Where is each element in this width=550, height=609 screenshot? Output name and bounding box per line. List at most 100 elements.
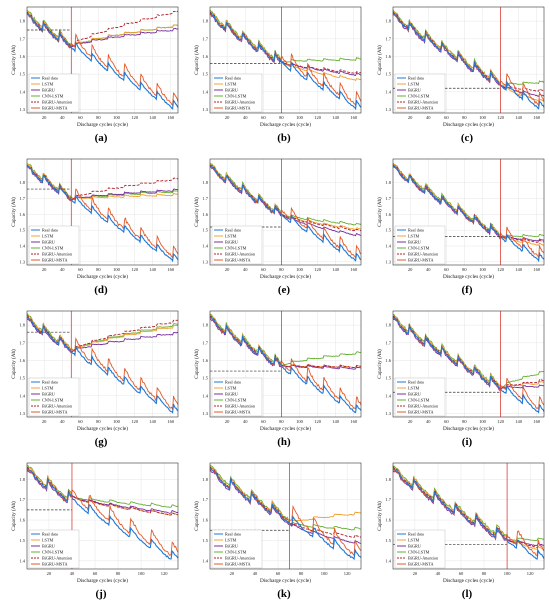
series-line-cnn-lstm bbox=[392, 313, 545, 389]
legend-label: BiGRU-Attention bbox=[225, 252, 256, 257]
y-tick-label: 1.7 bbox=[202, 497, 208, 502]
legend-box bbox=[211, 225, 263, 265]
x-tick-label: 100 bbox=[296, 115, 304, 120]
x-tick-label: 100 bbox=[296, 419, 304, 424]
plot-frame bbox=[209, 158, 362, 266]
chart-panel: 20 40 60 80 100 120 140 160 1.3 1.4 1.5 1.6 1.7 1.8 Di… bbox=[193, 6, 362, 128]
series-line-bigru-attention bbox=[209, 164, 362, 232]
series-line-bigru bbox=[26, 469, 178, 514]
x-tick-label: 120 bbox=[161, 571, 169, 576]
legend-label: CNN-LSTM bbox=[225, 246, 247, 251]
y-tick-label: 1.5 bbox=[202, 228, 208, 233]
y-axis-label: Capacity (Ah) bbox=[376, 197, 383, 227]
legend-box bbox=[394, 73, 446, 113]
y-tick-label: 1.4 bbox=[19, 558, 25, 563]
x-tick-label: 60 bbox=[444, 267, 449, 272]
legend-label: Real data bbox=[408, 76, 424, 81]
legend-label: BiGRU-MSTA bbox=[408, 562, 434, 567]
legend-label: BiGRU-Attention bbox=[408, 100, 439, 105]
legend-label: Real data bbox=[408, 228, 424, 233]
y-tick-label: 1.6 bbox=[19, 212, 25, 217]
x-tick-label: 40 bbox=[426, 419, 431, 424]
legend-label: LSTM bbox=[408, 538, 419, 543]
legend-label: BiGRU bbox=[42, 88, 55, 93]
series-line-real-data bbox=[209, 12, 362, 111]
x-tick-label: 60 bbox=[261, 267, 266, 272]
series-line-real-data bbox=[209, 164, 362, 262]
legend-label: LSTM bbox=[42, 538, 53, 543]
series-line-lstm bbox=[209, 465, 362, 525]
series-line-cnn-lstm bbox=[209, 9, 362, 63]
legend-label: LSTM bbox=[42, 82, 53, 87]
x-tick-label: 120 bbox=[314, 267, 322, 272]
y-axis-label: Capacity (Ah) bbox=[376, 45, 383, 75]
x-tick-label: 160 bbox=[533, 267, 541, 272]
y-axis-label: Capacity (Ah) bbox=[376, 501, 383, 531]
series-line-bigru-attention bbox=[26, 10, 179, 48]
series-line-lstm bbox=[26, 466, 179, 516]
x-tick-label: 100 bbox=[113, 419, 121, 424]
series-line-lstm bbox=[392, 10, 545, 102]
series-line-real-data bbox=[26, 468, 179, 560]
x-tick-label: 160 bbox=[533, 419, 541, 424]
y-axis-label: Capacity (Ah) bbox=[10, 349, 17, 379]
y-tick-label: 1.6 bbox=[202, 54, 208, 59]
x-axis-label: Discharge cycles (cycle) bbox=[443, 425, 494, 432]
y-axis-label: Capacity (Ah) bbox=[193, 197, 200, 227]
legend-label: Real data bbox=[225, 532, 241, 537]
series-line-bigru bbox=[209, 468, 362, 544]
legend-box bbox=[28, 225, 80, 265]
legend-label: BiGRU-MSTA bbox=[42, 562, 68, 567]
x-tick-label: 40 bbox=[243, 267, 248, 272]
legend-label: BiGRU bbox=[408, 240, 421, 245]
legend-label: LSTM bbox=[42, 386, 53, 391]
x-tick-label: 60 bbox=[78, 419, 83, 424]
x-axis-label: Discharge cycles (cycle) bbox=[77, 425, 128, 432]
y-tick-label: 1.8 bbox=[202, 323, 208, 328]
x-tick-label: 80 bbox=[279, 419, 284, 424]
chart-panel: 20 40 60 80 100 120 140 160 1.3 1.4 1.5 1.6 1.7 1.8 Di… bbox=[376, 6, 545, 128]
x-tick-label: 60 bbox=[459, 571, 464, 576]
x-axis-label: Discharge cycles (cycle) bbox=[260, 425, 311, 432]
legend-label: CNN-LSTM bbox=[225, 94, 247, 99]
series-line-bigru-attention bbox=[392, 315, 545, 389]
y-tick-label: 1.8 bbox=[202, 19, 208, 24]
x-tick-label: 40 bbox=[253, 571, 258, 576]
y-tick-label: 1.7 bbox=[19, 340, 25, 345]
panel-label: (d) bbox=[94, 284, 108, 296]
x-tick-label: 160 bbox=[350, 115, 358, 120]
x-axis-label: Discharge cycles (cycle) bbox=[77, 577, 128, 584]
x-tick-label: 140 bbox=[515, 419, 523, 424]
legend-label: Real data bbox=[42, 380, 58, 385]
y-tick-label: 1.7 bbox=[19, 36, 25, 41]
legend-label: Real data bbox=[42, 228, 58, 233]
legend-label: Real data bbox=[225, 380, 241, 385]
x-tick-label: 20 bbox=[225, 115, 230, 120]
series-line-bigru bbox=[209, 318, 362, 370]
legend-label: CNN-LSTM bbox=[42, 246, 64, 251]
x-tick-label: 160 bbox=[167, 267, 175, 272]
y-tick-label: 1.6 bbox=[19, 358, 25, 363]
x-tick-label: 20 bbox=[408, 115, 413, 120]
y-tick-label: 1.5 bbox=[202, 376, 208, 381]
legend-label: Real data bbox=[42, 76, 58, 81]
panel-label: (a) bbox=[94, 132, 108, 144]
series-line-real-data bbox=[26, 12, 179, 110]
y-tick-label: 1.3 bbox=[385, 107, 391, 112]
x-tick-label: 60 bbox=[261, 115, 266, 120]
y-tick-label: 1.4 bbox=[202, 558, 208, 563]
x-tick-label: 20 bbox=[408, 419, 413, 424]
plot-frame bbox=[392, 462, 545, 570]
legend-label: BiGRU bbox=[225, 544, 238, 549]
plot-frame bbox=[392, 6, 545, 114]
y-tick-label: 1.7 bbox=[202, 340, 208, 345]
y-tick-label: 1.8 bbox=[385, 477, 391, 482]
x-tick-label: 60 bbox=[261, 419, 266, 424]
y-axis-label: Capacity (Ah) bbox=[193, 349, 200, 379]
x-tick-label: 20 bbox=[225, 267, 230, 272]
x-axis-label: Discharge cycles (cycle) bbox=[77, 121, 128, 128]
legend-label: CNN-LSTM bbox=[42, 550, 64, 555]
panel-label: (b) bbox=[277, 132, 291, 144]
legend-label: Real data bbox=[408, 532, 424, 537]
x-tick-label: 140 bbox=[149, 419, 157, 424]
